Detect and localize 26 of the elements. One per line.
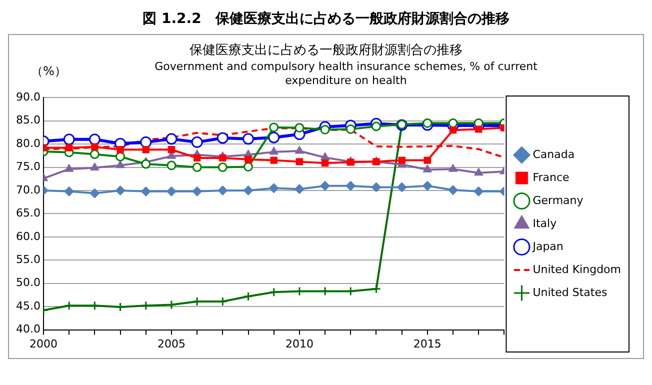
x-tick-label: 2010 — [285, 337, 314, 350]
legend-label: Canada — [532, 148, 575, 161]
y-tick-label: 45.0 — [16, 299, 40, 312]
legend-label: Italy — [532, 216, 558, 230]
x-tick-label: 2000 — [29, 337, 58, 350]
y-tick-label: 80.0 — [16, 136, 40, 150]
legend-label: Germany — [532, 194, 584, 207]
legend-label: United Kingdom — [532, 262, 622, 276]
legend-label: United States — [532, 286, 608, 299]
legend-label: France — [532, 170, 570, 184]
x-tick-label: 2015 — [413, 337, 442, 350]
legend-label: Japan — [532, 240, 564, 253]
y-tick-label: 50.0 — [16, 276, 40, 290]
y-tick-label: 70.0 — [16, 183, 40, 196]
y-tick-label: 55.0 — [16, 253, 40, 266]
y-tick-label: 60.0 — [16, 230, 40, 243]
y-tick-label: 85.0 — [16, 114, 40, 127]
y-tick-label: 90.0 — [16, 90, 40, 104]
y-tick-label: 40.0 — [16, 322, 40, 336]
chart-subtitle: 保健医療支出に占める一般政府財源割合の推移 — [188, 42, 464, 59]
y-axis-title: （%） — [31, 63, 66, 80]
y-tick-label: 75.0 — [16, 160, 40, 174]
y-tick-label: 65.0 — [16, 206, 40, 220]
x-tick-label: 2005 — [157, 337, 186, 350]
text: Government and compulsory health insurance schemes, % of current expenditure on health — [154, 60, 538, 88]
chart-title: 図 1.2.2 保健医療支出に占める一般政府財源割合の推移 — [142, 10, 510, 29]
